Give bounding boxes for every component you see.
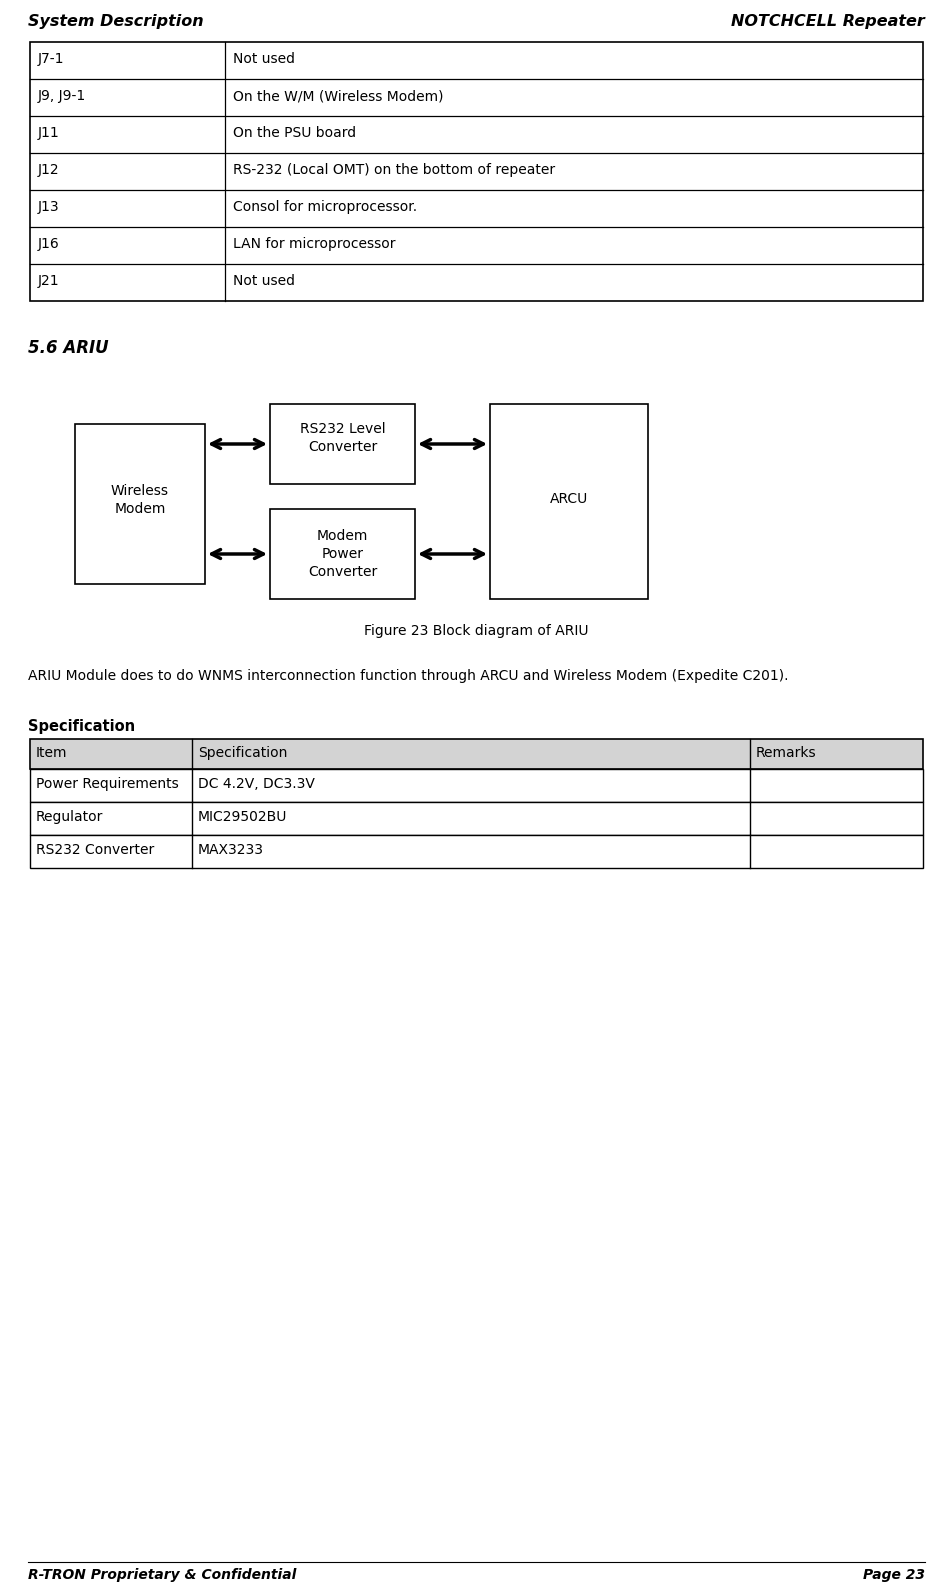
Text: On the W/M (Wireless Modem): On the W/M (Wireless Modem) <box>232 89 443 103</box>
Text: RS232 Converter: RS232 Converter <box>36 843 154 858</box>
Text: Modem: Modem <box>316 529 367 543</box>
Text: Wireless: Wireless <box>110 484 169 499</box>
Text: Converter: Converter <box>307 565 377 580</box>
Text: Not used: Not used <box>232 275 295 287</box>
Bar <box>30 769 922 802</box>
Text: 5.6 ARIU: 5.6 ARIU <box>28 338 109 357</box>
Text: J12: J12 <box>38 164 60 176</box>
Text: J21: J21 <box>38 275 60 287</box>
Text: Specification: Specification <box>28 719 135 734</box>
Text: J16: J16 <box>38 237 60 251</box>
Text: Converter: Converter <box>307 440 377 454</box>
Text: ARIU Module does to do WNMS interconnection function through ARCU and Wireless M: ARIU Module does to do WNMS interconnect… <box>28 669 787 683</box>
Text: Page 23: Page 23 <box>863 1567 924 1582</box>
Bar <box>30 835 922 869</box>
Text: ARCU: ARCU <box>549 492 587 507</box>
Text: J11: J11 <box>38 125 60 140</box>
Bar <box>75 424 205 584</box>
Text: LAN for microprocessor: LAN for microprocessor <box>232 237 395 251</box>
Text: RS232 Level: RS232 Level <box>299 422 385 437</box>
Text: NOTCHCELL Repeater: NOTCHCELL Repeater <box>730 14 924 29</box>
Bar <box>30 802 922 835</box>
Text: Not used: Not used <box>232 52 295 67</box>
Text: System Description: System Description <box>28 14 204 29</box>
Text: Power: Power <box>321 546 363 561</box>
Bar <box>30 738 922 769</box>
Bar <box>269 510 414 599</box>
Text: MAX3233: MAX3233 <box>198 843 264 858</box>
Text: RS-232 (Local OMT) on the bottom of repeater: RS-232 (Local OMT) on the bottom of repe… <box>232 164 555 176</box>
Text: Item: Item <box>36 746 68 761</box>
Text: Figure 23 Block diagram of ARIU: Figure 23 Block diagram of ARIU <box>364 624 588 638</box>
Text: On the PSU board: On the PSU board <box>232 125 356 140</box>
Bar <box>30 41 922 302</box>
Bar <box>269 403 414 484</box>
Text: MIC29502BU: MIC29502BU <box>198 810 288 824</box>
Text: R-TRON Proprietary & Confidential: R-TRON Proprietary & Confidential <box>28 1567 296 1582</box>
Text: Specification: Specification <box>198 746 288 761</box>
Text: Modem: Modem <box>114 502 166 516</box>
Text: Consol for microprocessor.: Consol for microprocessor. <box>232 200 417 214</box>
Text: Power Requirements: Power Requirements <box>36 777 179 791</box>
Text: J7-1: J7-1 <box>38 52 65 67</box>
Text: DC 4.2V, DC3.3V: DC 4.2V, DC3.3V <box>198 777 314 791</box>
Text: Regulator: Regulator <box>36 810 103 824</box>
Text: Remarks: Remarks <box>755 746 816 761</box>
Text: J9, J9-1: J9, J9-1 <box>38 89 87 103</box>
Bar <box>489 403 647 599</box>
Text: J13: J13 <box>38 200 60 214</box>
